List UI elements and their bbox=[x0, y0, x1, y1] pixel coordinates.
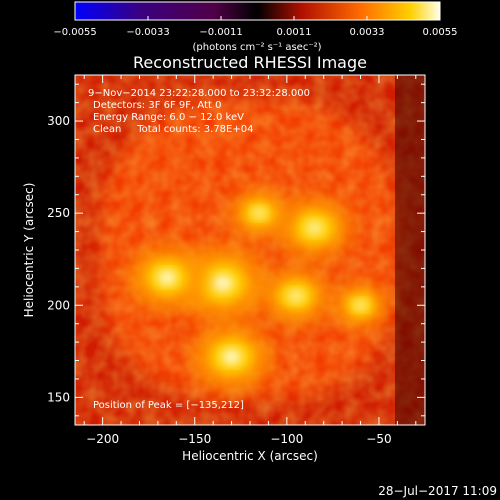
x-tick-label: −100 bbox=[270, 432, 303, 446]
colorbar: −0.0055 −0.0033 −0.0011 0.0011 0.0033 0.0055 … bbox=[53, 1, 458, 53]
x-tick-label: −50 bbox=[366, 432, 391, 446]
x-tick-label: −150 bbox=[178, 432, 211, 446]
source-peak bbox=[157, 269, 177, 286]
source-peak bbox=[221, 348, 242, 366]
x-tick-label: −200 bbox=[86, 432, 119, 446]
y-tick-labels: 150 200 250 300 bbox=[47, 114, 70, 404]
y-tick-label: 200 bbox=[47, 298, 70, 312]
colorbar-label: (photons cm⁻² s⁻¹ asec⁻²) bbox=[192, 42, 321, 53]
annotation-detectors: Detectors: 3F 6F 9F, Att 0 bbox=[93, 100, 221, 111]
y-axis-label: Heliocentric Y (arcsec) bbox=[22, 183, 36, 318]
colorbar-tick-label: 0.0011 bbox=[277, 27, 312, 38]
annotation-clean-counts: Clean Total counts: 3.78E+04 bbox=[93, 124, 253, 135]
colorbar-tick-labels: −0.0055 −0.0033 −0.0011 0.0011 0.0033 0.0055 bbox=[53, 27, 457, 38]
x-tick-labels: −200 −150 −100 −50 bbox=[86, 432, 391, 446]
emission-sources bbox=[126, 188, 389, 392]
x-axis-label: Heliocentric X (arcsec) bbox=[182, 449, 318, 463]
y-tick-label: 300 bbox=[47, 114, 70, 128]
annotation-time-range: 9−Nov−2014 23:22:28.000 to 23:32:28.000 bbox=[88, 88, 310, 99]
axis-ticks bbox=[75, 75, 425, 425]
colorbar-tick-label: 0.0055 bbox=[423, 27, 458, 38]
y-tick-label: 250 bbox=[47, 206, 70, 220]
dark-edge-right bbox=[395, 75, 425, 425]
y-tick-label: 150 bbox=[47, 390, 70, 404]
source-peak bbox=[305, 220, 324, 236]
source-peak bbox=[252, 207, 267, 220]
colorbar-tick-label: −0.0033 bbox=[126, 27, 169, 38]
chart-title: Reconstructed RHESSI Image bbox=[133, 53, 367, 72]
source-peak bbox=[353, 299, 368, 311]
footer-timestamp: 28−Jul−2017 11:09 bbox=[378, 484, 497, 498]
colorbar-tick-label: −0.0011 bbox=[199, 27, 242, 38]
plot-area bbox=[75, 75, 425, 425]
annotation-energy-range: Energy Range: 6.0 − 12.0 keV bbox=[93, 112, 244, 123]
annotation-peak-position: Position of Peak = [−135,212] bbox=[93, 400, 244, 411]
source-peak bbox=[211, 274, 234, 293]
colorbar-tick-label: −0.0055 bbox=[53, 27, 96, 38]
colorbar-ticks bbox=[74, 16, 441, 20]
source-peak bbox=[287, 289, 305, 303]
colorbar-tick-label: 0.0033 bbox=[350, 27, 385, 38]
colorbar-gradient bbox=[74, 1, 441, 21]
